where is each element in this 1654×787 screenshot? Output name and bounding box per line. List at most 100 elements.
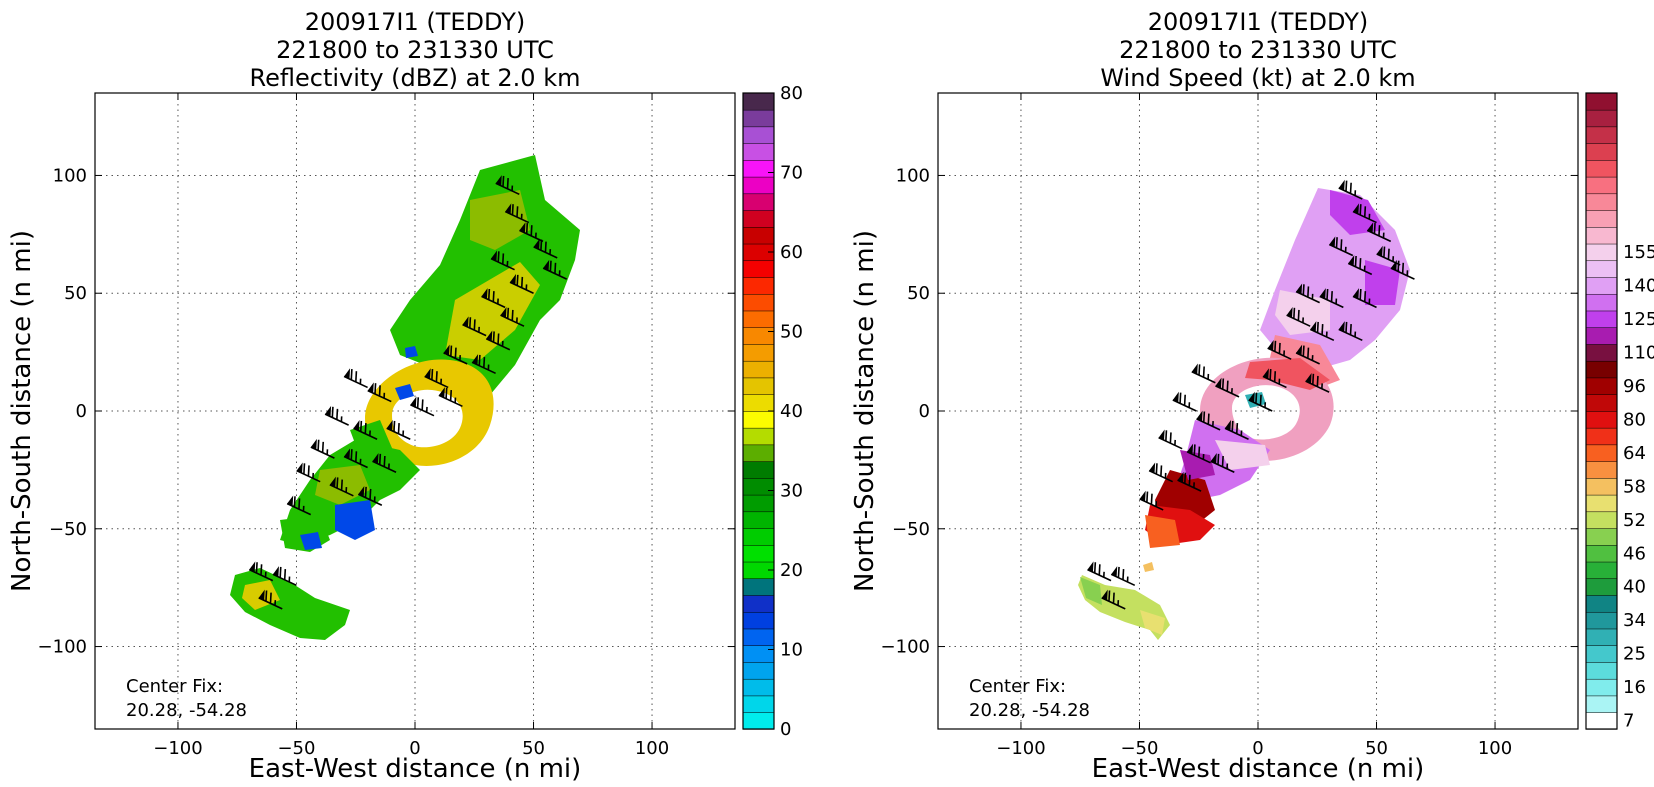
right-colorbar-swatch (1585, 343, 1618, 362)
reflectivity-panel: 200917I1 (TEDDY) 221800 to 231330 UTC Re… (7, 8, 803, 784)
right-colorbar-swatch (1585, 695, 1618, 713)
wind-barb (1295, 283, 1320, 304)
left-colorbar-swatch (742, 109, 775, 128)
left-colorbar-swatch (742, 126, 775, 144)
right-colorbar-swatch (1585, 260, 1618, 278)
wind-barb (1210, 453, 1235, 473)
wind-barb (343, 448, 368, 469)
left-colorbar-swatch (742, 360, 775, 379)
right-colorbar-swatch (1585, 678, 1618, 697)
wind-barb (1267, 339, 1292, 360)
right-colorbar-swatch (1585, 377, 1618, 395)
right-colorbar-swatch (1585, 410, 1618, 429)
wind-barb (542, 259, 568, 280)
wind-barb (1347, 255, 1373, 276)
left-colorbar-tick-label: 10 (780, 640, 803, 661)
right-colorbar-tick-label: 16 (1623, 677, 1646, 698)
right-colorbar-swatch (1585, 561, 1618, 580)
right-colorbar-swatch (1585, 209, 1618, 228)
left-colorbar-swatch (742, 293, 775, 312)
right-title-line-1: 200917I1 (TEDDY) (1148, 8, 1368, 36)
right-colorbar-swatch (1585, 142, 1618, 161)
right-x-tick-label: −100 (996, 738, 1045, 759)
left-colorbar-swatch (742, 343, 775, 362)
right-y-tick-label: 50 (907, 283, 930, 304)
wind-barb (258, 589, 283, 610)
wind-barb (329, 476, 354, 497)
wind-barb (1110, 566, 1136, 587)
right-y-tick-label: 100 (896, 165, 930, 186)
wind-barb (485, 330, 511, 351)
left-colorbar-tick-label: 80 (780, 83, 803, 104)
right-colorbar-tick-label: 46 (1623, 543, 1646, 564)
right-colorbar-tick-label: 110 (1623, 342, 1654, 363)
right-colorbar-swatch (1585, 159, 1618, 178)
right-colorbar-swatch (1585, 92, 1618, 111)
wind-barb (443, 344, 468, 365)
right-colorbar-swatch (1585, 193, 1618, 211)
left-colorbar-swatch (742, 377, 775, 395)
reflectivity-colorbar: 0 10 20 30 40 50 60 70 80 (742, 83, 803, 740)
left-colorbar-swatch (742, 327, 775, 345)
right-colorbar-tick-label: 125 (1623, 309, 1654, 330)
wind-barb (1338, 321, 1363, 342)
left-colorbar-swatch (742, 193, 775, 211)
right-colorbar-tick-label: 34 (1623, 610, 1646, 631)
wind-barb (462, 316, 487, 337)
wind-barb (410, 396, 435, 417)
wind-barb (1139, 490, 1164, 511)
right-colorbar-swatch (1585, 494, 1618, 513)
right-colorbar-tick-label: 64 (1623, 443, 1646, 464)
right-colorbar-tick-label: 96 (1623, 376, 1646, 397)
left-blue-patch-2 (395, 384, 414, 400)
left-rainband-northeast (390, 155, 580, 400)
wind-barb (1366, 222, 1392, 243)
right-colorbar-swatch (1585, 327, 1618, 345)
right-y-tick-label: −100 (881, 637, 930, 658)
wind-barb (353, 420, 378, 440)
right-colorbar-swatch (1585, 126, 1618, 144)
left-colorbar-swatch (742, 209, 775, 228)
left-colorbar-swatch (742, 594, 775, 613)
right-purple-patch (1180, 450, 1215, 480)
wind-barb (367, 382, 392, 403)
left-y-tick-label: −50 (49, 519, 87, 540)
wind-barb (1101, 589, 1126, 610)
wind-barb (343, 368, 368, 389)
left-title-line-3: Reflectivity (dBZ) at 2.0 km (250, 64, 581, 92)
right-colorbar-swatch (1585, 276, 1618, 295)
right-colorbar-swatch (1585, 527, 1618, 546)
right-colorbar-swatch (1585, 594, 1618, 613)
left-y-tick-label: 100 (53, 165, 87, 186)
right-southern-cluster-green (1080, 577, 1102, 605)
left-colorbar-swatch (742, 611, 775, 630)
left-colorbar-swatch (742, 310, 775, 328)
left-colorbar-tick-label: 0 (780, 719, 791, 740)
wind-barb (1309, 321, 1335, 342)
wind-barb (509, 274, 534, 294)
right-x-tick-label: 100 (1478, 738, 1512, 759)
left-wind-barbs (248, 175, 568, 610)
left-y-axis-label: North-South distance (n mi) (7, 230, 37, 592)
left-colorbar-swatch (742, 226, 775, 245)
left-colorbar-swatch (742, 427, 775, 446)
left-colorbar-swatch (742, 92, 775, 111)
right-colorbar-swatch (1585, 511, 1618, 529)
right-plot-area: −100 −50 0 50 100 −100 −50 0 50 100 Center Fix: 2… (881, 92, 1579, 759)
left-colorbar-swatch (742, 176, 775, 195)
wind-barb (372, 453, 397, 473)
right-x-tick-label: −50 (1120, 738, 1158, 759)
left-colorbar-swatch (742, 578, 775, 596)
wind-barb (1191, 363, 1216, 384)
right-title-line-3: Wind Speed (kt) at 2.0 km (1100, 64, 1415, 92)
left-plot-area: −100 −50 0 50 100 −100 −50 0 50 100 Center Fix: 2… (38, 92, 736, 759)
wind-barb (1286, 306, 1311, 327)
wind-barb (438, 387, 463, 408)
wind-barb (1148, 462, 1174, 483)
left-colorbar-swatch (742, 645, 775, 663)
right-colorbar-tick-label: 58 (1623, 476, 1646, 497)
left-x-tick-label: −100 (153, 738, 202, 759)
right-colorbar-swatch (1585, 360, 1618, 379)
wind-barb (481, 288, 506, 309)
right-colorbar-swatch (1585, 645, 1618, 663)
